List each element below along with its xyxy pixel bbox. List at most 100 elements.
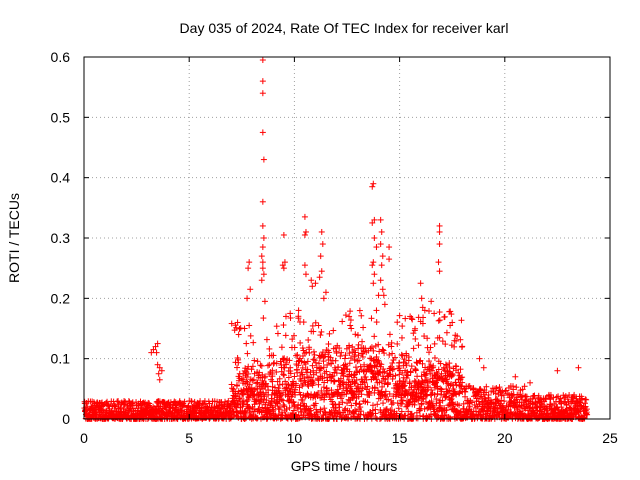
data-point: [583, 396, 590, 403]
data-point: [368, 344, 375, 351]
data-point: [301, 231, 308, 238]
data-point: [425, 308, 432, 315]
data-point: [342, 312, 349, 319]
data-point: [259, 265, 266, 272]
data-point: [146, 400, 153, 407]
data-point: [228, 385, 235, 392]
data-point: [299, 397, 306, 404]
data-point: [431, 310, 438, 317]
data-point: [457, 336, 464, 343]
data-point: [322, 289, 329, 296]
data-point: [259, 222, 266, 229]
data-point: [321, 405, 328, 412]
data-point: [259, 198, 266, 205]
data-point: [260, 315, 267, 322]
data-point: [226, 410, 233, 417]
chart-title: Day 035 of 2024, Rate Of TEC Index for r…: [180, 20, 509, 36]
data-point: [308, 277, 315, 284]
data-point: [235, 331, 242, 338]
data-point: [380, 292, 387, 299]
data-point: [287, 310, 294, 317]
data-point: [245, 265, 252, 272]
data-point: [386, 331, 393, 338]
data-point: [355, 341, 362, 348]
data-point: [428, 298, 435, 305]
data-point: [316, 274, 323, 281]
y-tick-label: 0: [62, 411, 70, 427]
y-tick-label: 0.6: [51, 49, 71, 65]
data-point: [378, 228, 385, 235]
data-point: [358, 312, 365, 319]
data-point: [356, 307, 363, 314]
data-point: [243, 340, 250, 347]
data-point: [458, 317, 465, 324]
data-point: [415, 342, 422, 349]
data-point: [386, 256, 393, 263]
data-point: [291, 373, 298, 380]
data-point: [352, 331, 359, 338]
data-point: [408, 363, 415, 370]
data-point: [318, 268, 325, 275]
data-point: [374, 401, 381, 408]
data-point: [317, 253, 324, 260]
data-point: [244, 295, 251, 302]
data-point: [412, 335, 419, 342]
x-tick-label: 15: [392, 430, 408, 446]
data-point: [381, 301, 388, 308]
data-point: [305, 337, 312, 344]
data-point: [309, 283, 316, 290]
data-point: [348, 325, 355, 332]
data-point: [280, 231, 287, 238]
data-point: [326, 330, 333, 337]
data-point: [575, 364, 582, 371]
data-point: [441, 313, 448, 320]
data-point: [257, 362, 264, 369]
data-point: [443, 329, 450, 336]
data-point: [188, 398, 195, 405]
data-point: [300, 319, 307, 326]
data-point: [377, 277, 384, 284]
x-tick-label: 20: [497, 430, 513, 446]
data-point: [371, 271, 378, 278]
data-point: [354, 332, 361, 339]
data-point: [396, 371, 403, 378]
data-point: [386, 351, 393, 358]
data-point: [258, 362, 265, 369]
y-tick-label: 0.5: [51, 109, 71, 125]
data-point: [396, 312, 403, 319]
data-point: [398, 334, 405, 341]
data-point: [282, 313, 289, 320]
data-point: [266, 345, 273, 352]
grid: [84, 57, 610, 419]
data-point: [396, 359, 403, 366]
data-point: [249, 363, 256, 370]
data-point: [382, 388, 389, 395]
data-point: [436, 268, 443, 275]
data-point: [264, 362, 271, 369]
data-point: [114, 398, 121, 405]
data-point: [431, 354, 438, 361]
data-point: [258, 253, 265, 260]
data-point: [459, 343, 466, 350]
data-point: [370, 180, 377, 187]
data-point: [291, 344, 298, 351]
data-point: [311, 351, 318, 358]
data-point: [352, 364, 359, 371]
data-point: [369, 183, 376, 190]
data-point: [359, 338, 366, 345]
data-point: [297, 339, 304, 346]
data-point: [273, 323, 280, 330]
data-point: [371, 333, 378, 340]
data-point: [309, 322, 316, 329]
data-point: [259, 78, 266, 85]
data-point: [512, 373, 519, 380]
data-point: [295, 307, 302, 314]
data-point: [379, 286, 386, 293]
data-point: [242, 365, 249, 372]
data-point: [370, 259, 377, 266]
data-point: [237, 325, 244, 332]
data-point: [436, 228, 443, 235]
data-point: [280, 322, 287, 329]
data-point: [282, 332, 289, 339]
data-point: [259, 129, 266, 136]
